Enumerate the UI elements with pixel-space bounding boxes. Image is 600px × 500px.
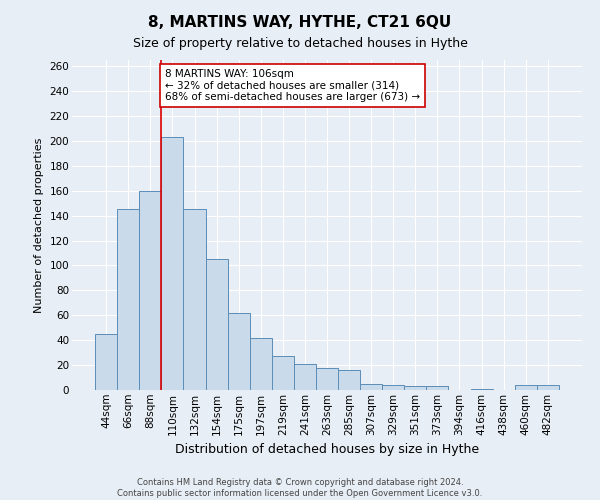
Bar — [537, 385, 559, 390]
Bar — [294, 364, 316, 390]
Bar — [117, 210, 139, 390]
Bar — [427, 386, 448, 390]
Bar — [360, 384, 382, 390]
Bar — [404, 386, 427, 390]
Bar — [206, 259, 227, 390]
Text: 8 MARTINS WAY: 106sqm
← 32% of detached houses are smaller (314)
68% of semi-det: 8 MARTINS WAY: 106sqm ← 32% of detached … — [165, 68, 420, 102]
X-axis label: Distribution of detached houses by size in Hythe: Distribution of detached houses by size … — [175, 443, 479, 456]
Bar — [161, 137, 184, 390]
Bar — [184, 210, 206, 390]
Bar — [272, 356, 294, 390]
Bar — [316, 368, 338, 390]
Text: Contains HM Land Registry data © Crown copyright and database right 2024.
Contai: Contains HM Land Registry data © Crown c… — [118, 478, 482, 498]
Y-axis label: Number of detached properties: Number of detached properties — [34, 138, 44, 312]
Bar — [250, 338, 272, 390]
Text: Size of property relative to detached houses in Hythe: Size of property relative to detached ho… — [133, 38, 467, 51]
Bar — [338, 370, 360, 390]
Bar — [139, 191, 161, 390]
Bar — [470, 389, 493, 390]
Text: 8, MARTINS WAY, HYTHE, CT21 6QU: 8, MARTINS WAY, HYTHE, CT21 6QU — [148, 15, 452, 30]
Bar — [382, 385, 404, 390]
Bar — [515, 385, 537, 390]
Bar — [95, 334, 117, 390]
Bar — [227, 313, 250, 390]
